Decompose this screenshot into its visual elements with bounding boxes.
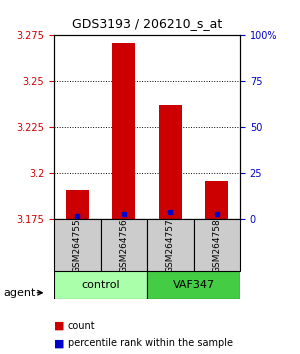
Text: percentile rank within the sample: percentile rank within the sample (68, 338, 232, 348)
Text: ■: ■ (54, 338, 64, 348)
Text: GSM264756: GSM264756 (119, 218, 128, 273)
FancyBboxPatch shape (54, 219, 100, 271)
Text: VAF347: VAF347 (172, 280, 214, 290)
Text: GSM264757: GSM264757 (166, 218, 175, 273)
Text: GDS3193 / 206210_s_at: GDS3193 / 206210_s_at (72, 17, 222, 30)
FancyBboxPatch shape (100, 219, 147, 271)
Text: GSM264755: GSM264755 (73, 218, 82, 273)
Text: ■: ■ (54, 321, 64, 331)
Text: agent: agent (3, 288, 35, 298)
FancyBboxPatch shape (147, 219, 194, 271)
FancyBboxPatch shape (147, 271, 240, 299)
Bar (159, 105, 182, 219)
Bar (112, 43, 135, 219)
Text: count: count (68, 321, 95, 331)
FancyBboxPatch shape (194, 219, 240, 271)
Bar (66, 190, 89, 219)
Bar (205, 181, 228, 219)
FancyBboxPatch shape (54, 271, 147, 299)
Text: control: control (81, 280, 120, 290)
Text: GSM264758: GSM264758 (212, 218, 221, 273)
